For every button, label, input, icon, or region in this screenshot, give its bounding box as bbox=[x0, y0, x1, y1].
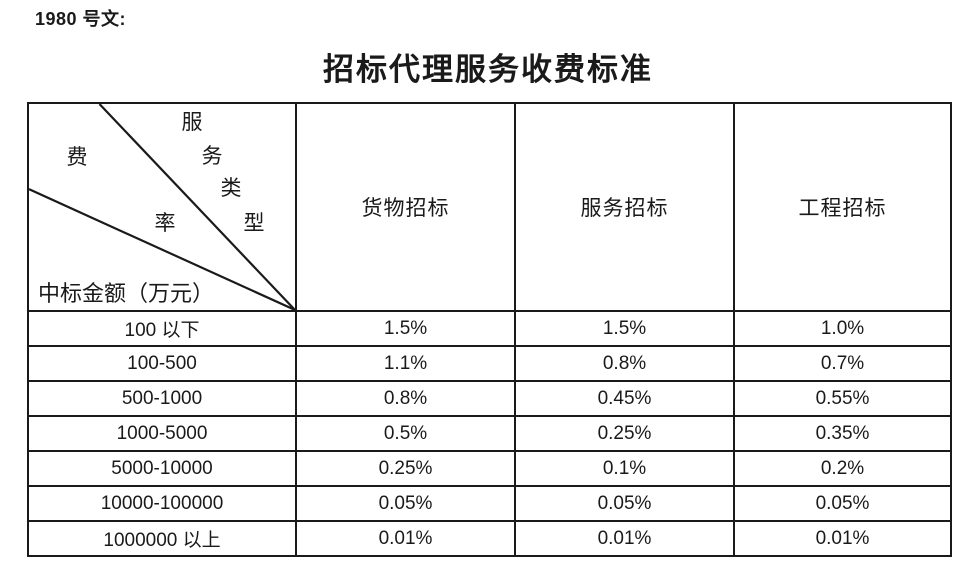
corner-cell: 服 务 类 型 费 率 中标金额（万元） bbox=[27, 102, 297, 312]
corner-service-type-char: 类 bbox=[220, 176, 242, 200]
corner-fee-rate-char: 费 bbox=[66, 145, 88, 169]
corner-service-type-char: 务 bbox=[201, 144, 223, 168]
rate-cell: 0.7% bbox=[733, 345, 952, 382]
rate-cell: 0.2% bbox=[733, 450, 952, 487]
rate-cell: 1.5% bbox=[295, 310, 516, 347]
diagonal-divider-lines bbox=[30, 105, 294, 309]
page-title: 招标代理服务收费标准 bbox=[323, 52, 653, 87]
rate-cell: 0.05% bbox=[295, 485, 516, 522]
rate-cell: 0.55% bbox=[733, 380, 952, 417]
rate-cell: 0.05% bbox=[514, 485, 735, 522]
row-label: 10000-100000 bbox=[27, 485, 297, 522]
rate-cell: 1.0% bbox=[733, 310, 952, 347]
rate-cell: 0.01% bbox=[295, 520, 516, 557]
doc-ref: 1980 号文: bbox=[35, 9, 127, 29]
rate-cell: 0.8% bbox=[295, 380, 516, 417]
rate-cell: 0.01% bbox=[733, 520, 952, 557]
row-label: 5000-10000 bbox=[27, 450, 297, 487]
table-row: 500-1000 0.8% 0.45% 0.55% bbox=[27, 380, 952, 417]
row-label: 500-1000 bbox=[27, 380, 297, 417]
row-label: 100 以下 bbox=[27, 310, 297, 347]
table-row: 10000-100000 0.05% 0.05% 0.05% bbox=[27, 485, 952, 522]
corner-service-type-char: 型 bbox=[243, 211, 265, 235]
rate-cell: 0.25% bbox=[514, 415, 735, 452]
row-label: 100-500 bbox=[27, 345, 297, 382]
corner-fee-rate-char: 率 bbox=[154, 211, 176, 235]
rate-cell: 0.05% bbox=[733, 485, 952, 522]
rate-cell: 0.5% bbox=[295, 415, 516, 452]
table-row: 100 以下 1.5% 1.5% 1.0% bbox=[27, 310, 952, 347]
rate-cell: 0.1% bbox=[514, 450, 735, 487]
rate-cell: 0.25% bbox=[295, 450, 516, 487]
row-label: 1000000 以上 bbox=[27, 520, 297, 557]
rate-cell: 0.01% bbox=[514, 520, 735, 557]
rate-cell: 1.5% bbox=[514, 310, 735, 347]
corner-amount-label: 中标金额（万元） bbox=[38, 281, 215, 306]
column-header-goods: 货物招标 bbox=[295, 102, 516, 312]
rate-cell: 0.8% bbox=[514, 345, 735, 382]
corner-service-type-char: 服 bbox=[181, 110, 203, 134]
table-row: 1000-5000 0.5% 0.25% 0.35% bbox=[27, 415, 952, 452]
header-row: 服 务 类 型 费 率 中标金额（万元） 货物招标 服务招标 工程招标 bbox=[27, 102, 952, 312]
rate-cell: 0.35% bbox=[733, 415, 952, 452]
table-row: 1000000 以上 0.01% 0.01% 0.01% bbox=[27, 520, 952, 557]
column-header-services: 服务招标 bbox=[514, 102, 735, 312]
rate-cell: 0.45% bbox=[514, 380, 735, 417]
row-label: 1000-5000 bbox=[27, 415, 297, 452]
rate-cell: 1.1% bbox=[295, 345, 516, 382]
fee-table: 服 务 类 型 费 率 中标金额（万元） 货物招标 服务招标 工程招标 100 … bbox=[27, 102, 952, 557]
table-row: 100-500 1.1% 0.8% 0.7% bbox=[27, 345, 952, 382]
column-header-works: 工程招标 bbox=[733, 102, 952, 312]
table-row: 5000-10000 0.25% 0.1% 0.2% bbox=[27, 450, 952, 487]
